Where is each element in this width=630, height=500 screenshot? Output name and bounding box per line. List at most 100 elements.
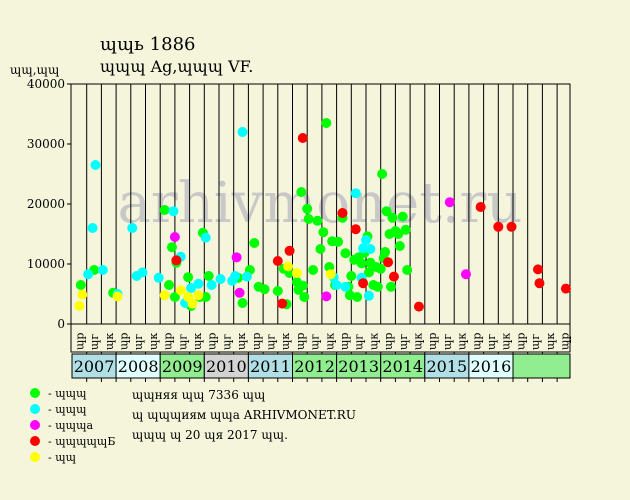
data-point <box>506 221 517 232</box>
quarter-label: ɰк <box>147 333 160 350</box>
data-point <box>153 272 164 283</box>
data-point <box>444 197 455 208</box>
year-label: 2008 <box>118 357 159 376</box>
data-point <box>532 264 543 275</box>
data-point <box>127 223 138 233</box>
data-point <box>387 212 398 223</box>
quarter-label: ɰг <box>529 334 542 350</box>
year-label: 2009 <box>162 357 203 376</box>
watermark: arhivmonet.ru <box>118 171 523 236</box>
data-point <box>358 243 369 254</box>
data-point <box>400 224 411 235</box>
data-point <box>97 265 108 275</box>
chart-title: ɰɰь 1886 <box>100 34 196 55</box>
data-point <box>363 290 374 301</box>
data-point <box>237 127 248 137</box>
quarter-label: ɰк <box>456 333 469 350</box>
year-band <box>336 353 382 379</box>
data-point <box>460 269 471 280</box>
legend-label: - ɰɰɰ <box>48 386 87 400</box>
quarter-label: ɰр <box>294 333 307 350</box>
data-point <box>383 257 394 268</box>
year-label: 2010 <box>206 357 247 376</box>
data-point <box>356 258 367 269</box>
quarter-label: ɰг <box>441 334 454 350</box>
legend-item: - ɰɰɰ <box>30 385 115 401</box>
y-tick-label: 30000 <box>27 137 65 151</box>
data-point <box>183 272 194 283</box>
data-point <box>397 211 408 222</box>
y-tick-label: 10000 <box>27 257 65 271</box>
quarter-label: ɰр <box>382 333 395 350</box>
data-point <box>75 280 86 290</box>
data-point <box>296 187 307 197</box>
data-point <box>361 235 371 245</box>
data-point <box>363 267 374 278</box>
info-source: ɰ ɰɰɰиям ɰɰа ARHIVMONET.RU <box>132 408 356 422</box>
data-point <box>241 271 252 282</box>
data-point <box>169 292 180 302</box>
quarter-label: ɰр <box>426 333 439 350</box>
data-point <box>175 285 186 296</box>
legend-label: - ɰɰɰа <box>48 418 94 432</box>
data-point <box>337 208 348 218</box>
data-point <box>377 169 388 179</box>
legend-label: - ɰɰɰɰɰБ <box>48 434 116 448</box>
data-point <box>297 280 308 291</box>
data-point <box>365 244 376 254</box>
data-point <box>164 280 175 290</box>
quarter-label: ɰр <box>470 333 483 350</box>
data-point <box>112 291 123 302</box>
quarter-label: ɰг <box>220 334 233 350</box>
data-point <box>346 271 357 281</box>
data-point <box>249 238 260 248</box>
data-point <box>325 269 336 280</box>
legend-label: - ɰɰ <box>48 450 77 464</box>
quarter-label: ɰк <box>411 333 424 350</box>
data-point <box>302 203 313 214</box>
data-point <box>234 287 245 298</box>
data-point <box>90 160 101 170</box>
data-point <box>137 267 148 278</box>
legend-dot <box>30 388 40 398</box>
data-point <box>312 215 323 226</box>
year-band <box>292 353 338 379</box>
quarter-label: ɰг <box>397 334 410 350</box>
year-band <box>71 353 117 379</box>
data-point <box>83 269 94 280</box>
y-axis-unit: ɰɰ,ɰɰ <box>10 63 60 77</box>
data-point <box>352 292 363 302</box>
legend-item: - ɰɰɰа <box>30 417 115 433</box>
data-point <box>283 261 294 272</box>
data-point <box>168 206 179 217</box>
quarter-label: ɰк <box>500 333 513 350</box>
quarter-label: ɰр <box>338 333 351 350</box>
y-tick-label: 0 <box>57 317 65 331</box>
data-point <box>193 278 204 289</box>
year-label: 2016 <box>471 357 512 376</box>
year-label: 2007 <box>74 357 115 376</box>
year-label: 2014 <box>382 357 423 376</box>
data-point <box>272 256 283 266</box>
data-point <box>272 286 283 296</box>
info-date: ɰɰɰ ɰ 20 ɰя 2017 ɰɰ. <box>132 428 288 442</box>
quarter-label: ɰг <box>485 334 498 350</box>
quarter-label: ɰк <box>191 333 204 350</box>
data-point <box>321 118 332 128</box>
legend-item: - ɰɰɰ <box>30 401 115 417</box>
data-point <box>303 214 314 224</box>
data-point <box>186 283 197 293</box>
quarter-label: ɰк <box>279 333 292 350</box>
quarter-label: ɰк <box>235 333 248 350</box>
data-point <box>340 248 351 259</box>
quarter-label: ɰг <box>176 334 189 350</box>
quarter-label: ɰр <box>206 333 219 350</box>
data-point <box>259 284 270 295</box>
data-point <box>318 227 329 238</box>
data-point <box>159 205 170 215</box>
data-point <box>560 283 571 294</box>
quarter-label: ɰр <box>250 333 263 350</box>
data-point <box>171 255 182 266</box>
data-point <box>375 263 386 274</box>
year-band <box>203 353 249 379</box>
